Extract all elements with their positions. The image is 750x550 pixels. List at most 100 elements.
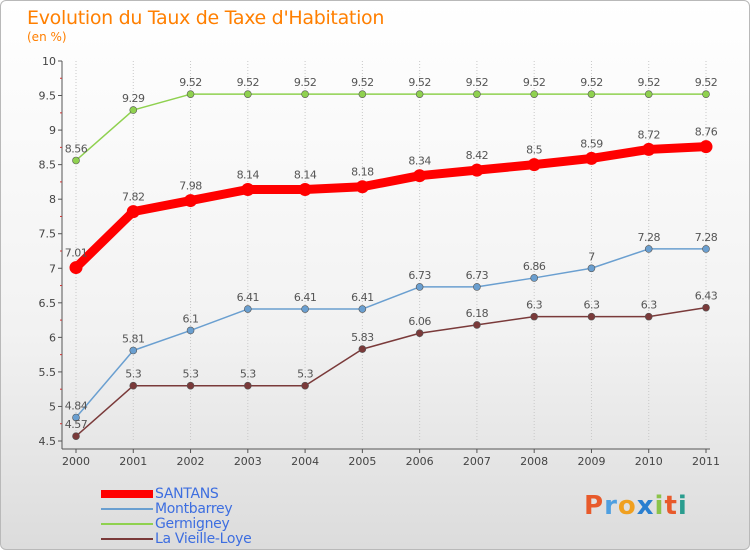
data-label: 9.52 xyxy=(695,76,718,89)
data-label: 6.41 xyxy=(294,291,317,304)
data-point xyxy=(527,158,541,172)
data-point xyxy=(301,90,309,98)
y-tick-label: 9.5 xyxy=(39,90,57,103)
data-point xyxy=(644,245,653,253)
proxiti-logo: Proxiti xyxy=(584,491,688,521)
legend-label: Germigney xyxy=(155,515,230,532)
logo-letter: t xyxy=(664,491,678,521)
data-label: 6.73 xyxy=(408,269,431,282)
legend-swatch xyxy=(101,507,153,510)
data-point xyxy=(587,90,596,98)
data-label: 9.29 xyxy=(122,92,145,105)
data-label: 5.83 xyxy=(351,331,374,344)
data-label: 5.3 xyxy=(297,368,313,381)
data-point xyxy=(530,90,538,98)
data-point xyxy=(301,305,309,313)
y-tick-label: 8.5 xyxy=(39,159,57,172)
legend-swatch xyxy=(101,489,153,498)
series-line-la-vieille-loye xyxy=(75,306,707,437)
data-point xyxy=(699,140,713,154)
y-tick-label: 7.5 xyxy=(39,228,57,241)
data-point xyxy=(470,163,484,177)
series-line-germigney xyxy=(75,93,707,162)
data-point xyxy=(530,274,538,282)
data-point xyxy=(415,283,424,291)
data-label: 8.14 xyxy=(237,169,260,182)
data-label: 6.3 xyxy=(526,299,542,312)
legend-swatch xyxy=(101,522,153,525)
y-tick-label: 9 xyxy=(49,124,56,137)
y-tick-label: 5 xyxy=(49,400,56,413)
data-point xyxy=(126,205,140,219)
data-label: 8.42 xyxy=(466,149,489,162)
data-label: 9.52 xyxy=(466,76,489,89)
legend-label: Montbarrey xyxy=(155,500,233,517)
data-label: 8.56 xyxy=(65,142,88,155)
data-point xyxy=(358,90,367,98)
y-tick-label: 6.5 xyxy=(39,297,57,310)
data-label: 9.52 xyxy=(351,76,374,89)
data-point xyxy=(584,151,598,165)
data-point xyxy=(644,312,653,321)
data-point xyxy=(69,261,83,275)
data-point xyxy=(186,90,195,98)
data-label: 9.52 xyxy=(237,76,260,89)
logo-letter: o xyxy=(617,491,637,521)
series-line-santans xyxy=(71,142,711,273)
data-label: 4.57 xyxy=(65,418,88,431)
chart-title: Evolution du Taux de Taxe d'Habitation xyxy=(27,7,385,29)
data-point xyxy=(244,381,252,390)
y-tick-label: 6 xyxy=(49,331,56,344)
data-label: 6.1 xyxy=(183,312,199,325)
legend-label: SANTANS xyxy=(155,485,219,502)
data-label: 8.76 xyxy=(695,126,718,139)
data-label: 9.52 xyxy=(580,76,603,89)
data-point xyxy=(241,183,255,197)
data-label: 9.52 xyxy=(637,76,660,89)
data-point xyxy=(129,346,138,355)
data-point xyxy=(358,345,367,353)
logo-letter: i xyxy=(654,491,665,521)
data-point xyxy=(301,381,309,390)
data-label: 7.01 xyxy=(65,247,88,260)
y-tick-label: 8 xyxy=(49,193,56,206)
x-tick-label: 2006 xyxy=(406,455,434,468)
data-point xyxy=(644,90,653,98)
x-tick-label: 2001 xyxy=(119,455,147,468)
data-point xyxy=(413,169,427,183)
data-label: 8.14 xyxy=(294,169,317,182)
data-point xyxy=(473,321,481,329)
y-tick-label: 10 xyxy=(42,55,56,68)
data-point xyxy=(244,90,252,98)
data-label: 7 xyxy=(588,250,595,263)
data-point xyxy=(355,180,369,194)
data-label: 7.98 xyxy=(179,180,202,193)
logo-letter: i xyxy=(677,491,688,521)
data-label: 9.52 xyxy=(523,76,546,89)
data-point xyxy=(702,303,710,312)
x-tick-label: 2005 xyxy=(348,455,376,468)
data-label: 6.73 xyxy=(466,269,489,282)
y-tick-label: 4.5 xyxy=(39,435,57,448)
data-label: 9.52 xyxy=(294,76,317,89)
x-tick-label: 2008 xyxy=(520,455,548,468)
data-label: 6.43 xyxy=(695,290,718,303)
data-point xyxy=(415,329,424,338)
legend-label: La Vieille-Loye xyxy=(155,530,252,547)
data-point xyxy=(415,90,424,98)
data-point xyxy=(587,264,596,273)
x-tick-label: 2011 xyxy=(692,455,720,468)
series-line-montbarrey xyxy=(75,248,707,419)
data-point xyxy=(530,312,538,321)
x-tick-label: 2000 xyxy=(62,455,90,468)
data-point xyxy=(244,305,252,313)
data-point xyxy=(129,381,138,390)
logo-letter: x xyxy=(636,491,655,521)
data-label: 6.06 xyxy=(408,315,431,328)
data-label: 9.52 xyxy=(408,76,431,89)
data-label: 6.18 xyxy=(466,307,489,320)
data-label: 7.82 xyxy=(122,191,145,204)
data-point xyxy=(473,90,481,98)
